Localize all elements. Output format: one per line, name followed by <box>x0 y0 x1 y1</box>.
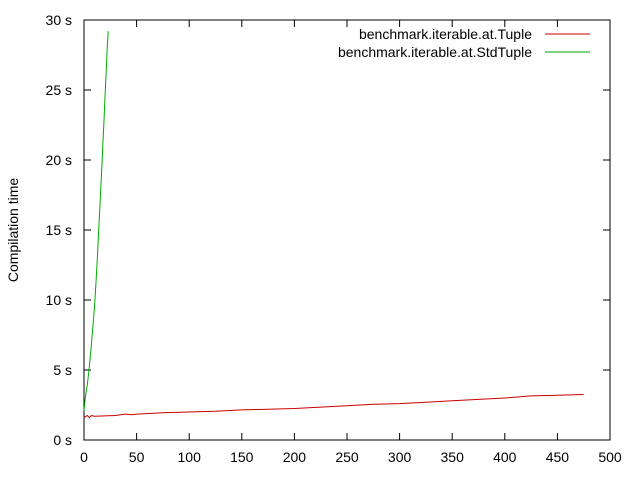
x-tick-label: 150 <box>230 449 254 465</box>
legend-label-1: benchmark.iterable.at.Tuple <box>359 26 532 42</box>
y-tick-label: 10 s <box>46 292 72 308</box>
y-tick-label: 25 s <box>46 82 72 98</box>
y-tick-label: 30 s <box>46 12 72 28</box>
x-tick-label: 350 <box>441 449 465 465</box>
y-axis-label: Compilation time <box>5 178 21 282</box>
x-tick-label: 50 <box>129 449 145 465</box>
series-line-2 <box>83 31 109 411</box>
x-tick-label: 200 <box>283 449 307 465</box>
x-tick-label: 400 <box>493 449 517 465</box>
series-line-1 <box>83 394 584 419</box>
x-tick-label: 450 <box>546 449 570 465</box>
legend: benchmark.iterable.at.Tuple benchmark.ite… <box>338 26 590 60</box>
y-tick-label: 15 s <box>46 222 72 238</box>
legend-label-2: benchmark.iterable.at.StdTuple <box>338 44 532 60</box>
y-tick-label: 20 s <box>46 152 72 168</box>
axes <box>83 19 611 441</box>
series-lines <box>83 31 584 419</box>
x-tick-label: 0 <box>80 449 88 465</box>
x-tick-label: 300 <box>388 449 412 465</box>
y-tick-label: 5 s <box>53 362 72 378</box>
x-tick-label: 100 <box>178 449 202 465</box>
x-tick-label: 500 <box>598 449 622 465</box>
y-tick-label: 0 s <box>53 432 72 448</box>
x-tick-label: 250 <box>335 449 359 465</box>
plot-frame <box>83 19 611 441</box>
ticks: 0 50 100 150 200 250 300 350 400 450 500 0 s 5 s 10 s… <box>46 12 622 465</box>
